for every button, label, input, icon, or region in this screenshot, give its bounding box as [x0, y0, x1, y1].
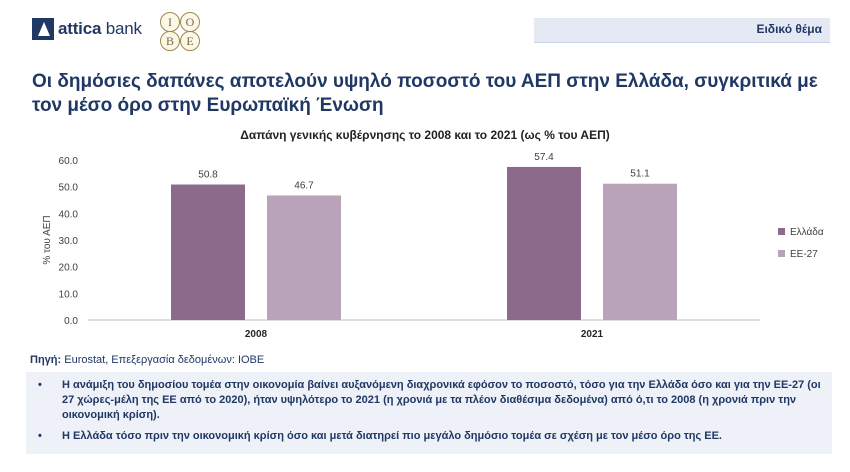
- source-text: Eurostat, Επεξεργασία δεδομένων: ΙΟΒΕ: [64, 354, 265, 366]
- bar-chart: 0.0 10.0 20.0 30.0 40.0 50.0 60.0 % του ΑΕΠ 50.8…: [42, 152, 824, 340]
- legend-swatch: [778, 228, 785, 235]
- source-note: Πηγή: Eurostat, Επεξεργασία δεδομένων: Ι…: [30, 354, 264, 366]
- y-tick-label: 10.0: [59, 289, 79, 300]
- page-title: Οι δημόσιες δαπάνες αποτελούν υψηλό ποσο…: [32, 71, 818, 116]
- bullet-text: Η Ελλάδα τόσο πριν την οικονομική κρίση …: [62, 430, 722, 442]
- data-label: 46.7: [294, 180, 314, 191]
- bar: [267, 195, 341, 320]
- bullet-text: Η ανάμιξη του δημοσίου τομέα στην οικονο…: [62, 379, 821, 421]
- data-label: 57.4: [534, 152, 554, 163]
- y-axis-label: % του ΑΕΠ: [42, 215, 53, 264]
- data-label: 50.8: [198, 170, 218, 181]
- bar: [603, 183, 677, 320]
- x-tick-label: 2008: [245, 329, 268, 340]
- legend-label: Ελλάδα: [790, 226, 824, 238]
- attica-logo-text: attica bank: [58, 19, 142, 38]
- legend-swatch: [778, 250, 785, 257]
- x-tick-label: 2021: [581, 329, 604, 340]
- topic-banner: Ειδικό θέμα: [534, 18, 830, 43]
- y-tick-label: 40.0: [59, 209, 79, 220]
- y-tick-label: 30.0: [59, 236, 79, 247]
- key-points-box: • Η ανάμιξη του δημοσίου τομέα στην οικο…: [26, 372, 832, 454]
- legend-label: ΕΕ-27: [790, 249, 818, 260]
- bullet-mark: •: [38, 379, 42, 391]
- bar: [171, 184, 245, 320]
- source-label: Πηγή:: [30, 354, 62, 366]
- y-tick-label: 50.0: [59, 183, 79, 194]
- iobe-letter: E: [180, 31, 200, 51]
- bullet-mark: •: [38, 430, 42, 442]
- iobe-letter: B: [160, 31, 180, 51]
- attica-bank-logo: attica bank: [32, 18, 142, 40]
- data-label: 51.1: [630, 169, 650, 180]
- bullet-point: • Η Ελλάδα τόσο πριν την οικονομική κρίσ…: [36, 429, 822, 444]
- iobe-logo: I O B E: [160, 12, 200, 51]
- bullet-point: • Η ανάμιξη του δημοσίου τομέα στην οικο…: [36, 378, 822, 423]
- header: attica bank I O B E Ειδικό θέμα: [0, 0, 850, 60]
- topic-label: Ειδικό θέμα: [756, 22, 822, 36]
- y-tick-label: 0.0: [64, 316, 78, 327]
- y-tick-label: 60.0: [59, 156, 79, 167]
- attica-logo-icon: [32, 18, 54, 40]
- y-tick-label: 20.0: [59, 263, 79, 274]
- bar: [507, 166, 581, 320]
- chart-title: Δαπάνη γενικής κυβέρνησης το 2008 και το…: [240, 128, 610, 142]
